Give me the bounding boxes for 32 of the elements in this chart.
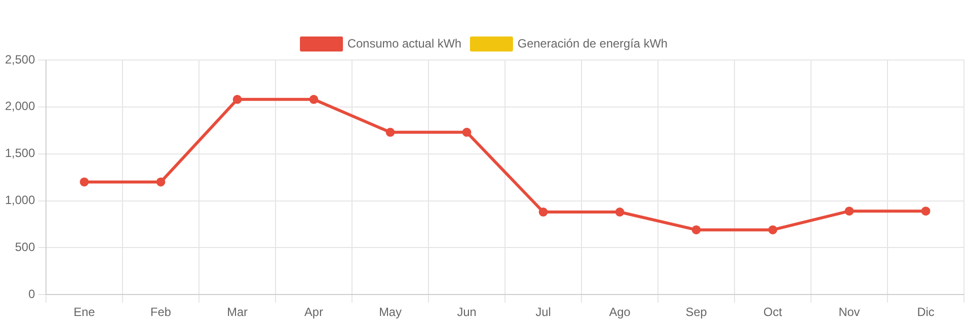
x-tick-label: Jun [457,305,476,320]
y-tick-label: 2,000 [5,99,36,114]
y-tick-label: 1,500 [5,146,36,160]
point [386,128,395,137]
x-tick-label: Ene [74,305,96,320]
x-tick-label: Jul [536,305,551,320]
x-tick-label: Dic [917,305,934,320]
x-tick-label: Feb [150,305,172,320]
x-tick-label: Apr [304,305,324,320]
point [80,177,89,186]
y-tick-label: 1,000 [5,193,36,208]
point [844,206,854,216]
x-tick-label: Nov [838,305,860,320]
x-tick-label: Oct [763,305,783,320]
point [692,225,701,234]
x-tick-label: Mar [226,305,248,320]
legend-label: Generación de energía kWh [517,36,668,50]
x-tick-label: Sep [686,305,708,320]
y-tick-label: 0 [28,286,36,301]
x-tick-label: May [378,305,402,320]
point [462,128,472,137]
point [232,94,242,104]
y-tick-label: 2,500 [5,52,36,66]
point [768,225,778,234]
point [538,208,548,217]
point [615,208,624,217]
point [156,177,166,186]
y-tick-label: 500 [15,240,36,254]
legend-label: Consumo actual kWh [347,36,462,50]
x-tick-label: Ago [609,305,631,320]
point [309,94,318,104]
point [921,206,930,216]
